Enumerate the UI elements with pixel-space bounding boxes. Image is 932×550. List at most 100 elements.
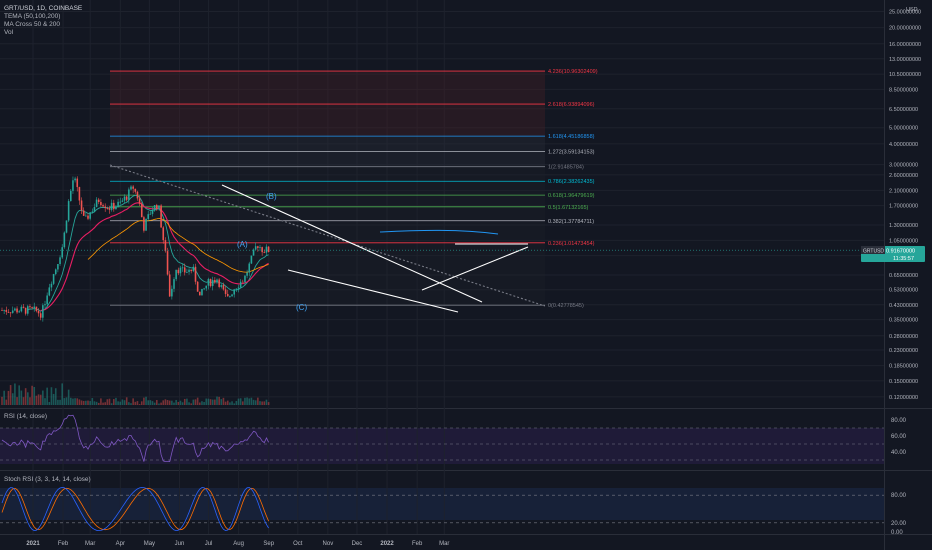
volume-bar <box>181 402 184 405</box>
price-tick-label: 0.15000000 <box>889 379 918 385</box>
price-tick-label: 3.00000000 <box>889 163 918 169</box>
candle-body <box>20 306 23 312</box>
price-tick-label: 10.50000000 <box>889 72 921 78</box>
candle-body <box>216 279 218 283</box>
candle-body <box>35 306 38 311</box>
fib-fill <box>110 71 545 306</box>
volume-bar <box>106 399 109 405</box>
fib-zone <box>110 206 545 221</box>
volume-bar <box>160 402 162 405</box>
volume-bar <box>74 398 76 405</box>
volume-bar <box>173 402 175 405</box>
rsi-tick-label: 40.00 <box>891 450 907 456</box>
candle-body <box>168 274 171 297</box>
fib-level-label: 1(2.91485784) <box>548 165 584 171</box>
candle-body <box>65 220 68 233</box>
price-tick-label: 16.00000000 <box>889 42 921 48</box>
volume-bar <box>259 401 261 405</box>
lower-channel-line[interactable] <box>287 269 459 313</box>
price-axis[interactable]: 25.00000000 20.00000000 16.00000000 13.0000… <box>889 10 921 536</box>
volume-bar <box>119 401 122 405</box>
candle-body <box>57 264 59 270</box>
last-price-tag[interactable]: GRTUSD 0.91670000 11:35:57 <box>861 246 925 262</box>
volume-bar <box>50 387 53 405</box>
candle-body <box>171 288 173 297</box>
candle-body <box>162 227 165 241</box>
volume-bar <box>175 399 177 405</box>
fib-zone <box>110 136 545 152</box>
volume-bar <box>216 396 218 405</box>
volume-bar <box>207 398 210 405</box>
volume-bar <box>128 402 130 405</box>
fib-retracement[interactable]: 4.236(10.96302409) 2.618(6.93894096) 1.618… <box>110 69 598 309</box>
volume-bar <box>117 401 119 405</box>
indicator-ma-cross[interactable]: MA Cross 50 & 200 <box>4 21 60 28</box>
candle-body <box>218 279 220 287</box>
stoch-title[interactable]: Stoch RSI (3, 3, 14, 14, close) <box>4 476 91 483</box>
volume-bar <box>263 401 266 405</box>
candle-body <box>205 285 208 289</box>
volume-bar <box>257 397 259 405</box>
candle-body <box>76 178 79 188</box>
volume-bar <box>226 400 229 405</box>
fib-zone <box>110 220 545 243</box>
candle-body <box>140 203 143 218</box>
volume-bar <box>196 397 199 405</box>
volume-bar <box>95 401 98 405</box>
volume-bar <box>97 402 100 405</box>
candle-body <box>153 205 156 211</box>
dashed-trendline[interactable] <box>109 164 546 307</box>
indicator-vol[interactable]: Vol <box>4 29 14 36</box>
volume-bar <box>242 401 244 405</box>
volume-bar <box>70 397 72 405</box>
symbol-title[interactable]: GRT/USD, 1D, COINBASE <box>4 5 83 12</box>
volume-bar <box>42 390 44 405</box>
volume-bar <box>100 398 102 405</box>
price-tick-label: 20.00000000 <box>889 26 921 32</box>
candle-body <box>48 287 51 296</box>
candle-body <box>89 212 91 219</box>
price-tick-label: 0.23000000 <box>889 348 918 354</box>
volume-bar <box>125 397 128 405</box>
volume-bar <box>220 399 223 405</box>
candle-body <box>207 279 210 286</box>
candle-body <box>14 308 16 311</box>
volume-bar <box>261 401 263 405</box>
volume-bar <box>46 387 48 405</box>
rising-wedge-support[interactable] <box>421 246 529 291</box>
candle-body <box>67 201 70 221</box>
candle-body <box>5 309 8 312</box>
candle-body <box>211 279 214 287</box>
time-tick-label: Feb <box>58 541 69 547</box>
fib-zone <box>110 181 545 196</box>
upper-channel-line[interactable] <box>221 184 483 303</box>
volume-bar <box>239 398 242 405</box>
candle-body <box>54 269 57 275</box>
candle-body <box>119 201 122 203</box>
time-tick-label: Aug <box>233 541 244 547</box>
rsi-title[interactable]: RSI (14, close) <box>4 413 47 420</box>
volume-bar <box>201 401 203 405</box>
volume-bar <box>143 397 145 405</box>
volume-bar <box>248 398 251 405</box>
candle-body <box>97 199 100 202</box>
candle-body <box>11 310 14 313</box>
candle-body <box>52 274 55 284</box>
time-axis[interactable]: 2021 Feb Mar Apr May Jun Jul Aug Sep Oct Nov Dec 202… <box>26 541 449 547</box>
wave-label-c: (C) <box>296 303 307 312</box>
candle-body <box>250 255 253 264</box>
trendlines[interactable] <box>0 164 884 313</box>
volume-bar <box>65 397 68 405</box>
stoch-k-line <box>1 486 269 532</box>
candle-body <box>158 205 160 209</box>
volume-bar <box>33 386 36 405</box>
volume-bar <box>82 400 85 405</box>
indicator-tema[interactable]: TEMA (50,100,200) <box>4 13 60 20</box>
candle-body <box>106 208 109 209</box>
volume-bar <box>24 388 27 405</box>
candle-body <box>80 200 83 211</box>
volume-bar <box>78 399 81 405</box>
candle-body <box>222 285 225 290</box>
candle-body <box>59 257 61 265</box>
